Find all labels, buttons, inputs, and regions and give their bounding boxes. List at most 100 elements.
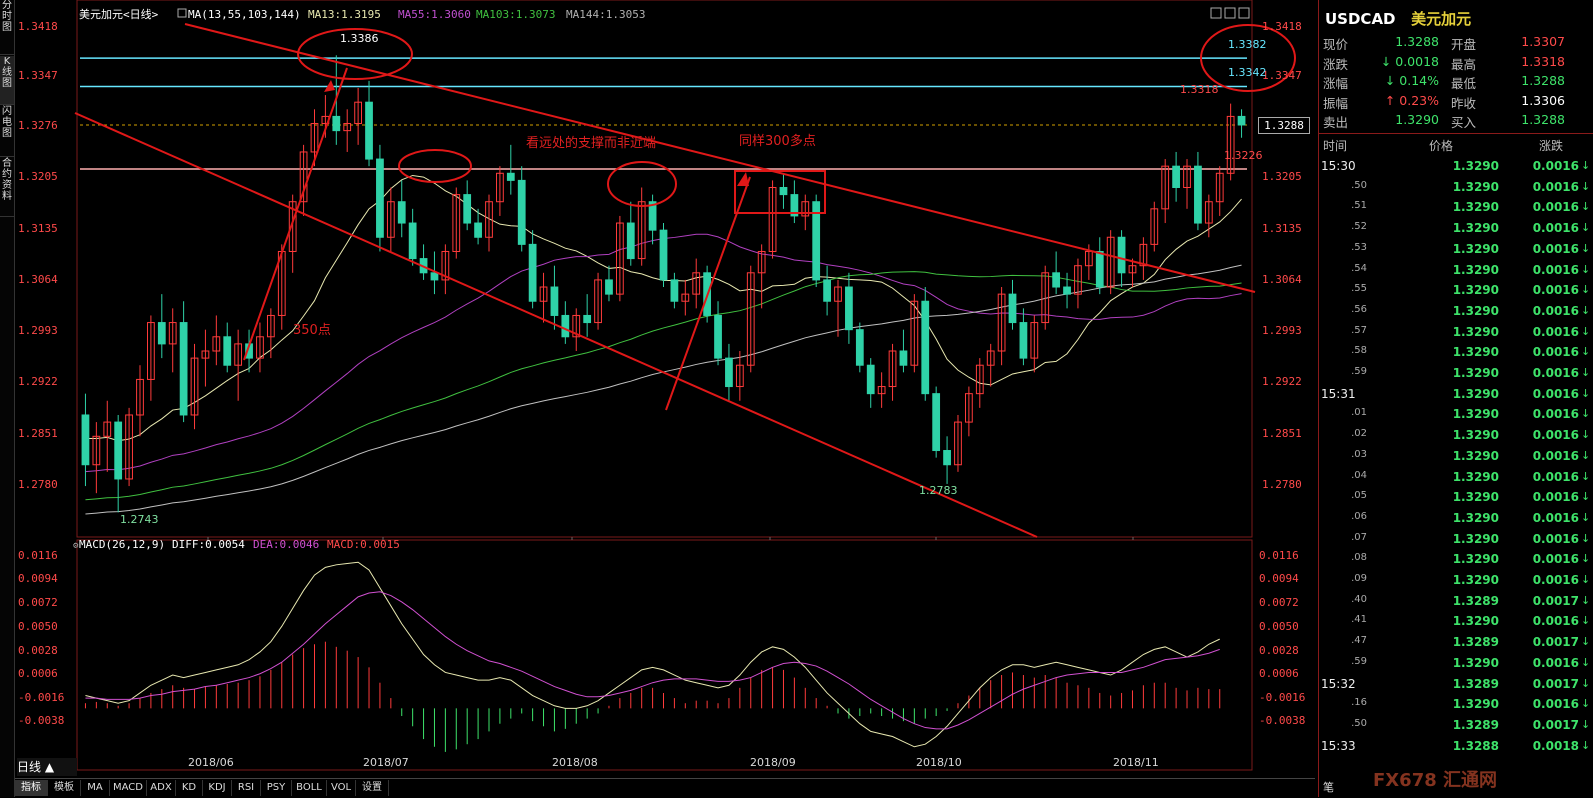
macd-right-axis-label: 0.0050 bbox=[1259, 620, 1299, 633]
bottom-tab-PSY[interactable]: PSY bbox=[261, 780, 292, 796]
candle-body bbox=[812, 201, 821, 281]
macd-right-axis-label: -0.0038 bbox=[1259, 714, 1305, 727]
close-icon[interactable] bbox=[1238, 7, 1250, 19]
bottom-tab-KDJ[interactable]: KDJ bbox=[203, 780, 232, 796]
macd-settings-icon[interactable]: ⚙ bbox=[72, 541, 79, 551]
tick-row[interactable]: .55 1.3290 0.0016 ↓ bbox=[1319, 281, 1593, 301]
kline-chart[interactable]: 美元加元<日线> MA(13,55,103,144) MA13:1.3195 M… bbox=[15, 0, 1315, 775]
tick-time: .51 bbox=[1351, 200, 1367, 212]
candle-body bbox=[561, 314, 570, 338]
tick-row[interactable]: .52 1.3290 0.0016 ↓ bbox=[1319, 219, 1593, 239]
ma144-value: MA144:1.3053 bbox=[566, 8, 645, 21]
tick-time: .47 bbox=[1351, 635, 1367, 647]
bottom-tab-模板[interactable]: 模板 bbox=[48, 780, 81, 796]
tick-row[interactable]: .01 1.3290 0.0016 ↓ bbox=[1319, 405, 1593, 425]
tick-row[interactable]: .40 1.3289 0.0017 ↓ bbox=[1319, 592, 1593, 612]
macd-right-axis-label: 0.0028 bbox=[1259, 644, 1299, 657]
down-arrow-icon: ↓ bbox=[1581, 552, 1591, 566]
settings-icon[interactable] bbox=[177, 8, 187, 18]
candle-body bbox=[157, 322, 166, 345]
macd-left-axis-label: 0.0028 bbox=[18, 644, 58, 657]
restore-icon[interactable] bbox=[1210, 7, 1222, 19]
tick-time: .09 bbox=[1351, 573, 1367, 584]
tick-row[interactable]: .04 1.3290 0.0016 ↓ bbox=[1319, 468, 1593, 488]
bottom-tab-MACD[interactable]: MACD bbox=[110, 780, 147, 796]
candle-body bbox=[332, 115, 341, 132]
watermark-logo: FX678 汇通网 bbox=[1373, 770, 1498, 791]
tick-row[interactable]: .47 1.3289 0.0017 ↓ bbox=[1319, 633, 1593, 653]
tick-row[interactable]: .05 1.3290 0.0016 ↓ bbox=[1319, 488, 1593, 508]
candle-body bbox=[310, 123, 319, 153]
tick-row[interactable]: .08 1.3290 0.0016 ↓ bbox=[1319, 550, 1593, 570]
ticks-list[interactable]: 15:30 1.3290 0.0016 ↓ .50 1.3290 0.0016 ↓ .51 1.3… bbox=[1319, 157, 1593, 777]
tick-row[interactable]: .02 1.3290 0.0016 ↓ bbox=[1319, 426, 1593, 446]
candle-body bbox=[1150, 208, 1159, 245]
tick-price: 1.3290 bbox=[1452, 469, 1499, 484]
chart-pane[interactable]: 美元加元<日线> MA(13,55,103,144) MA13:1.3195 M… bbox=[15, 0, 1315, 775]
tick-row[interactable]: .16 1.3290 0.0016 ↓ bbox=[1319, 695, 1593, 715]
maximize-icon[interactable] bbox=[1224, 7, 1236, 19]
candle-body bbox=[757, 250, 766, 274]
tick-row[interactable]: .09 1.3290 0.0016 ↓ bbox=[1319, 571, 1593, 591]
tick-row[interactable]: .03 1.3290 0.0016 ↓ bbox=[1319, 447, 1593, 467]
symbol-label: 美元加元<日线> bbox=[79, 7, 159, 21]
down-arrow-icon: ↓ bbox=[1581, 241, 1591, 255]
candle-body bbox=[1063, 286, 1071, 295]
down-arrow-icon: ↓ bbox=[1581, 283, 1591, 297]
tick-time: .05 bbox=[1351, 490, 1367, 502]
tab-kline[interactable]: K线图 bbox=[0, 56, 14, 105]
tick-row[interactable]: .59 1.3290 0.0016 ↓ bbox=[1319, 364, 1593, 384]
candle-body bbox=[147, 322, 155, 380]
tick-row[interactable]: .50 1.3290 0.0016 ↓ bbox=[1319, 178, 1593, 198]
bottom-tab-RSI[interactable]: RSI bbox=[232, 780, 261, 796]
tick-row[interactable]: 15:30 1.3290 0.0016 ↓ bbox=[1319, 157, 1593, 177]
tick-row[interactable]: .58 1.3290 0.0016 ↓ bbox=[1319, 343, 1593, 363]
anno-level-1342: 1.3342 bbox=[1228, 66, 1267, 79]
bottom-tab-MA[interactable]: MA bbox=[81, 780, 110, 796]
tick-row[interactable]: .07 1.3290 0.0016 ↓ bbox=[1319, 530, 1593, 550]
right-axis-label: 1.3347 bbox=[1262, 69, 1302, 82]
down-arrow-icon: ↓ bbox=[1581, 510, 1591, 524]
ticks-label: 笔 bbox=[1323, 781, 1334, 794]
tick-price: 1.3289 bbox=[1452, 717, 1499, 732]
bottom-tab-VOL[interactable]: VOL bbox=[327, 780, 356, 796]
x-axis-label: 2018/09 bbox=[750, 756, 796, 769]
candle-body bbox=[572, 314, 581, 338]
bottom-tab-ADX[interactable]: ADX bbox=[147, 780, 176, 796]
candle-body bbox=[1215, 172, 1224, 203]
tick-price: 1.3290 bbox=[1452, 428, 1499, 443]
tick-row[interactable]: 15:32 1.3289 0.0017 ↓ bbox=[1319, 675, 1593, 695]
candle-body bbox=[1139, 243, 1148, 267]
tick-row[interactable]: .56 1.3290 0.0016 ↓ bbox=[1319, 302, 1593, 322]
tick-row[interactable]: 15:31 1.3290 0.0016 ↓ bbox=[1319, 385, 1593, 405]
tick-price: 1.3290 bbox=[1452, 179, 1499, 194]
tick-row[interactable]: .41 1.3290 0.0016 ↓ bbox=[1319, 612, 1593, 632]
tick-row[interactable]: .57 1.3290 0.0016 ↓ bbox=[1319, 323, 1593, 343]
candle-body bbox=[855, 329, 864, 366]
tick-row[interactable]: .53 1.3290 0.0016 ↓ bbox=[1319, 240, 1593, 260]
quote-row: 现价 1.3288 开盘 1.3307 bbox=[1323, 34, 1591, 53]
tab-flash[interactable]: 闪电图 bbox=[0, 106, 14, 157]
tick-change: 0.0017 bbox=[1532, 635, 1579, 650]
tick-row[interactable]: .06 1.3290 0.0016 ↓ bbox=[1319, 509, 1593, 529]
tick-row[interactable]: .51 1.3290 0.0016 ↓ bbox=[1319, 198, 1593, 218]
tick-change: 0.0017 bbox=[1532, 676, 1579, 691]
tick-time: .02 bbox=[1351, 428, 1367, 440]
tick-change: 0.0016 bbox=[1532, 448, 1579, 463]
bottom-tab-BOLL[interactable]: BOLL bbox=[292, 780, 327, 796]
bottom-tab-设置[interactable]: 设置 bbox=[356, 780, 389, 796]
tab-contract-info[interactable]: 合约资料 bbox=[0, 158, 14, 217]
period-selector[interactable]: 日线 ▲ bbox=[17, 758, 77, 776]
tick-row[interactable]: .50 1.3289 0.0017 ↓ bbox=[1319, 716, 1593, 736]
bottom-tab-指标[interactable]: 指标 bbox=[15, 780, 48, 796]
tick-row[interactable]: .59 1.3290 0.0016 ↓ bbox=[1319, 654, 1593, 674]
macd-left-axis-label: 0.0072 bbox=[18, 596, 58, 609]
tab-timeshare[interactable]: 分时图 bbox=[0, 0, 14, 55]
tick-row[interactable]: 15:33 1.3288 0.0018 ↓ bbox=[1319, 737, 1593, 757]
macd-left-axis-label: 0.0006 bbox=[18, 667, 58, 680]
anno-level-1382: 1.3382 bbox=[1228, 38, 1267, 51]
tick-row[interactable]: .54 1.3290 0.0016 ↓ bbox=[1319, 261, 1593, 281]
bottom-tab-KD[interactable]: KD bbox=[176, 780, 203, 796]
down-arrow-icon: ↓ bbox=[1581, 407, 1591, 421]
tick-time: .16 bbox=[1351, 697, 1367, 709]
